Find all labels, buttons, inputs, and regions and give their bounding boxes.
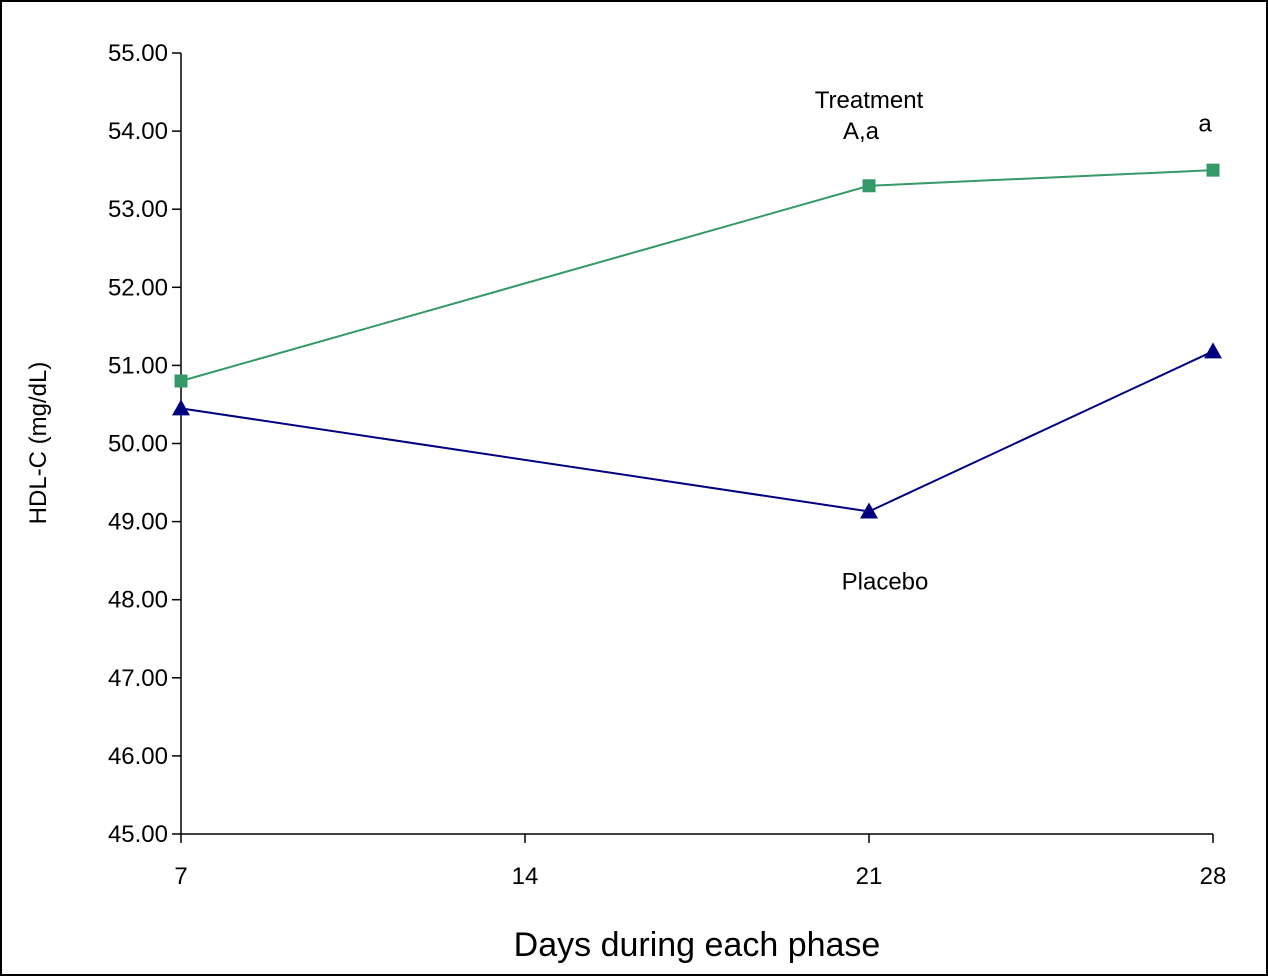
plot-area: 45.00 46.00 47.00 48.00 49.00 50.00 51.00 52.00… [108,40,1226,890]
y-tick-label: 48.00 [108,587,168,614]
placebo-point [860,502,878,519]
significance-annotation: A,a [843,118,880,145]
y-tick-label: 50.00 [108,431,168,458]
treatment-series-label: Treatment [815,87,924,114]
y-tick-label: 51.00 [108,352,168,379]
x-tick-label: 28 [1200,863,1227,890]
y-tick-label: 47.00 [108,665,168,692]
y-tick-label: 49.00 [108,509,168,536]
x-tick-label: 7 [174,863,187,890]
placebo-point [172,399,190,416]
y-tick-label: 45.00 [108,821,168,848]
placebo-point [1204,342,1222,359]
y-tick-label: 53.00 [108,196,168,223]
treatment-point [174,374,188,388]
y-axis-title: HDL-C (mg/dL) [25,362,52,525]
y-tick-label: 55.00 [108,40,168,67]
y-tick-label: 46.00 [108,743,168,770]
significance-annotation: a [1198,110,1212,137]
x-tick-label: 14 [512,863,539,890]
x-tick-label: 21 [856,863,883,890]
x-axis-title: Days during each phase [514,926,881,964]
y-tick-label: 54.00 [108,118,168,145]
placebo-series-label: Placebo [842,568,929,595]
treatment-point [862,179,876,193]
treatment-point [1206,163,1220,177]
y-tick-label: 52.00 [108,274,168,301]
